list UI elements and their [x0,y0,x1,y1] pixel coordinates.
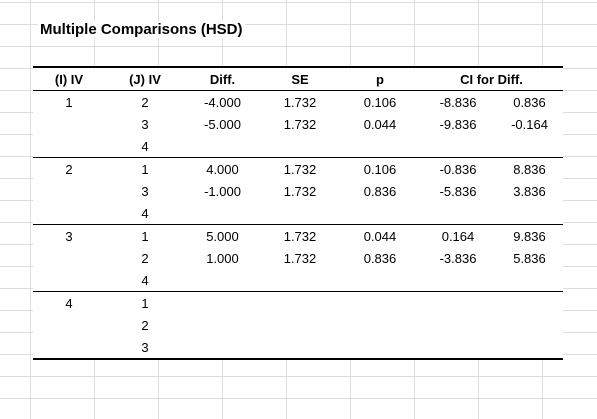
header-ci: CI for Diff. [460,71,523,87]
header-se: SE [291,71,309,87]
header-row: (I) IV (J) IV Diff. SE p CI for Diff. [33,66,563,91]
i-value: 2 [65,161,73,177]
se-value: 1.732 [283,94,317,110]
ci-lower: 0.164 [441,228,475,244]
table-title: Multiple Comparisons (HSD) [38,21,245,38]
table-row: 4 [33,269,563,292]
p-value: 0.836 [363,183,397,199]
j-value: 4 [141,205,149,221]
table-row: 4 [33,135,563,158]
i-value: 1 [65,94,73,110]
ci-upper: 5.836 [513,250,546,266]
table-row: 4 [33,202,563,225]
ci-lower: -8.836 [439,94,477,110]
j-value: 3 [141,116,149,132]
ci-lower: -3.836 [439,250,477,266]
diff-value: 5.000 [206,228,239,244]
diff-value: -5.000 [204,116,241,132]
ci-lower: -0.836 [439,161,477,177]
ci-upper: 0.836 [513,94,546,110]
ci-lower: -9.836 [439,116,477,132]
j-value: 2 [141,250,149,266]
j-value: 1 [141,295,149,311]
j-value: 1 [141,228,149,244]
table-row: 3 [33,336,563,360]
p-value: 0.106 [363,94,397,110]
header-diff: Diff. [209,71,236,87]
i-value: 3 [65,228,73,244]
ci-upper: -0.164 [511,116,548,132]
se-value: 1.732 [283,161,317,177]
table-row: 2 1.000 1.732 0.836 -3.836 5.836 [33,247,563,269]
se-value: 1.732 [283,116,317,132]
j-value: 3 [141,339,149,355]
se-value: 1.732 [283,183,317,199]
table-row: 1 2 -4.000 1.732 0.106 -8.836 0.836 [33,91,563,113]
table-row: 4 1 [33,292,563,314]
diff-value: -1.000 [204,183,241,199]
i-value: 4 [65,295,73,311]
header-j-iv: (J) IV [129,71,161,87]
p-value: 0.106 [363,161,397,177]
table-row: 2 1 4.000 1.732 0.106 -0.836 8.836 [33,158,563,180]
header-i-iv: (I) IV [54,71,84,87]
comparisons-table: (I) IV (J) IV Diff. SE p CI for Diff. 1 … [33,66,563,360]
ci-upper: 8.836 [513,161,546,177]
se-value: 1.732 [283,250,317,266]
ci-lower: -5.836 [439,183,477,199]
ci-upper: 9.836 [513,228,546,244]
j-value: 4 [141,272,149,288]
p-value: 0.044 [363,116,397,132]
j-value: 2 [141,94,149,110]
p-value: 0.044 [363,228,397,244]
table-row: 3 -1.000 1.732 0.836 -5.836 3.836 [33,180,563,202]
table-row: 2 [33,314,563,336]
j-value: 3 [141,183,149,199]
ci-upper: 3.836 [513,183,546,199]
j-value: 1 [141,161,149,177]
j-value: 4 [141,138,149,154]
table-row: 3 -5.000 1.732 0.044 -9.836 -0.164 [33,113,563,135]
header-p: p [376,71,384,87]
diff-value: -4.000 [204,94,241,110]
p-value: 0.836 [363,250,397,266]
diff-value: 4.000 [206,161,239,177]
table-row: 3 1 5.000 1.732 0.044 0.164 9.836 [33,225,563,247]
se-value: 1.732 [283,228,317,244]
diff-value: 1.000 [206,250,239,266]
j-value: 2 [141,317,149,333]
